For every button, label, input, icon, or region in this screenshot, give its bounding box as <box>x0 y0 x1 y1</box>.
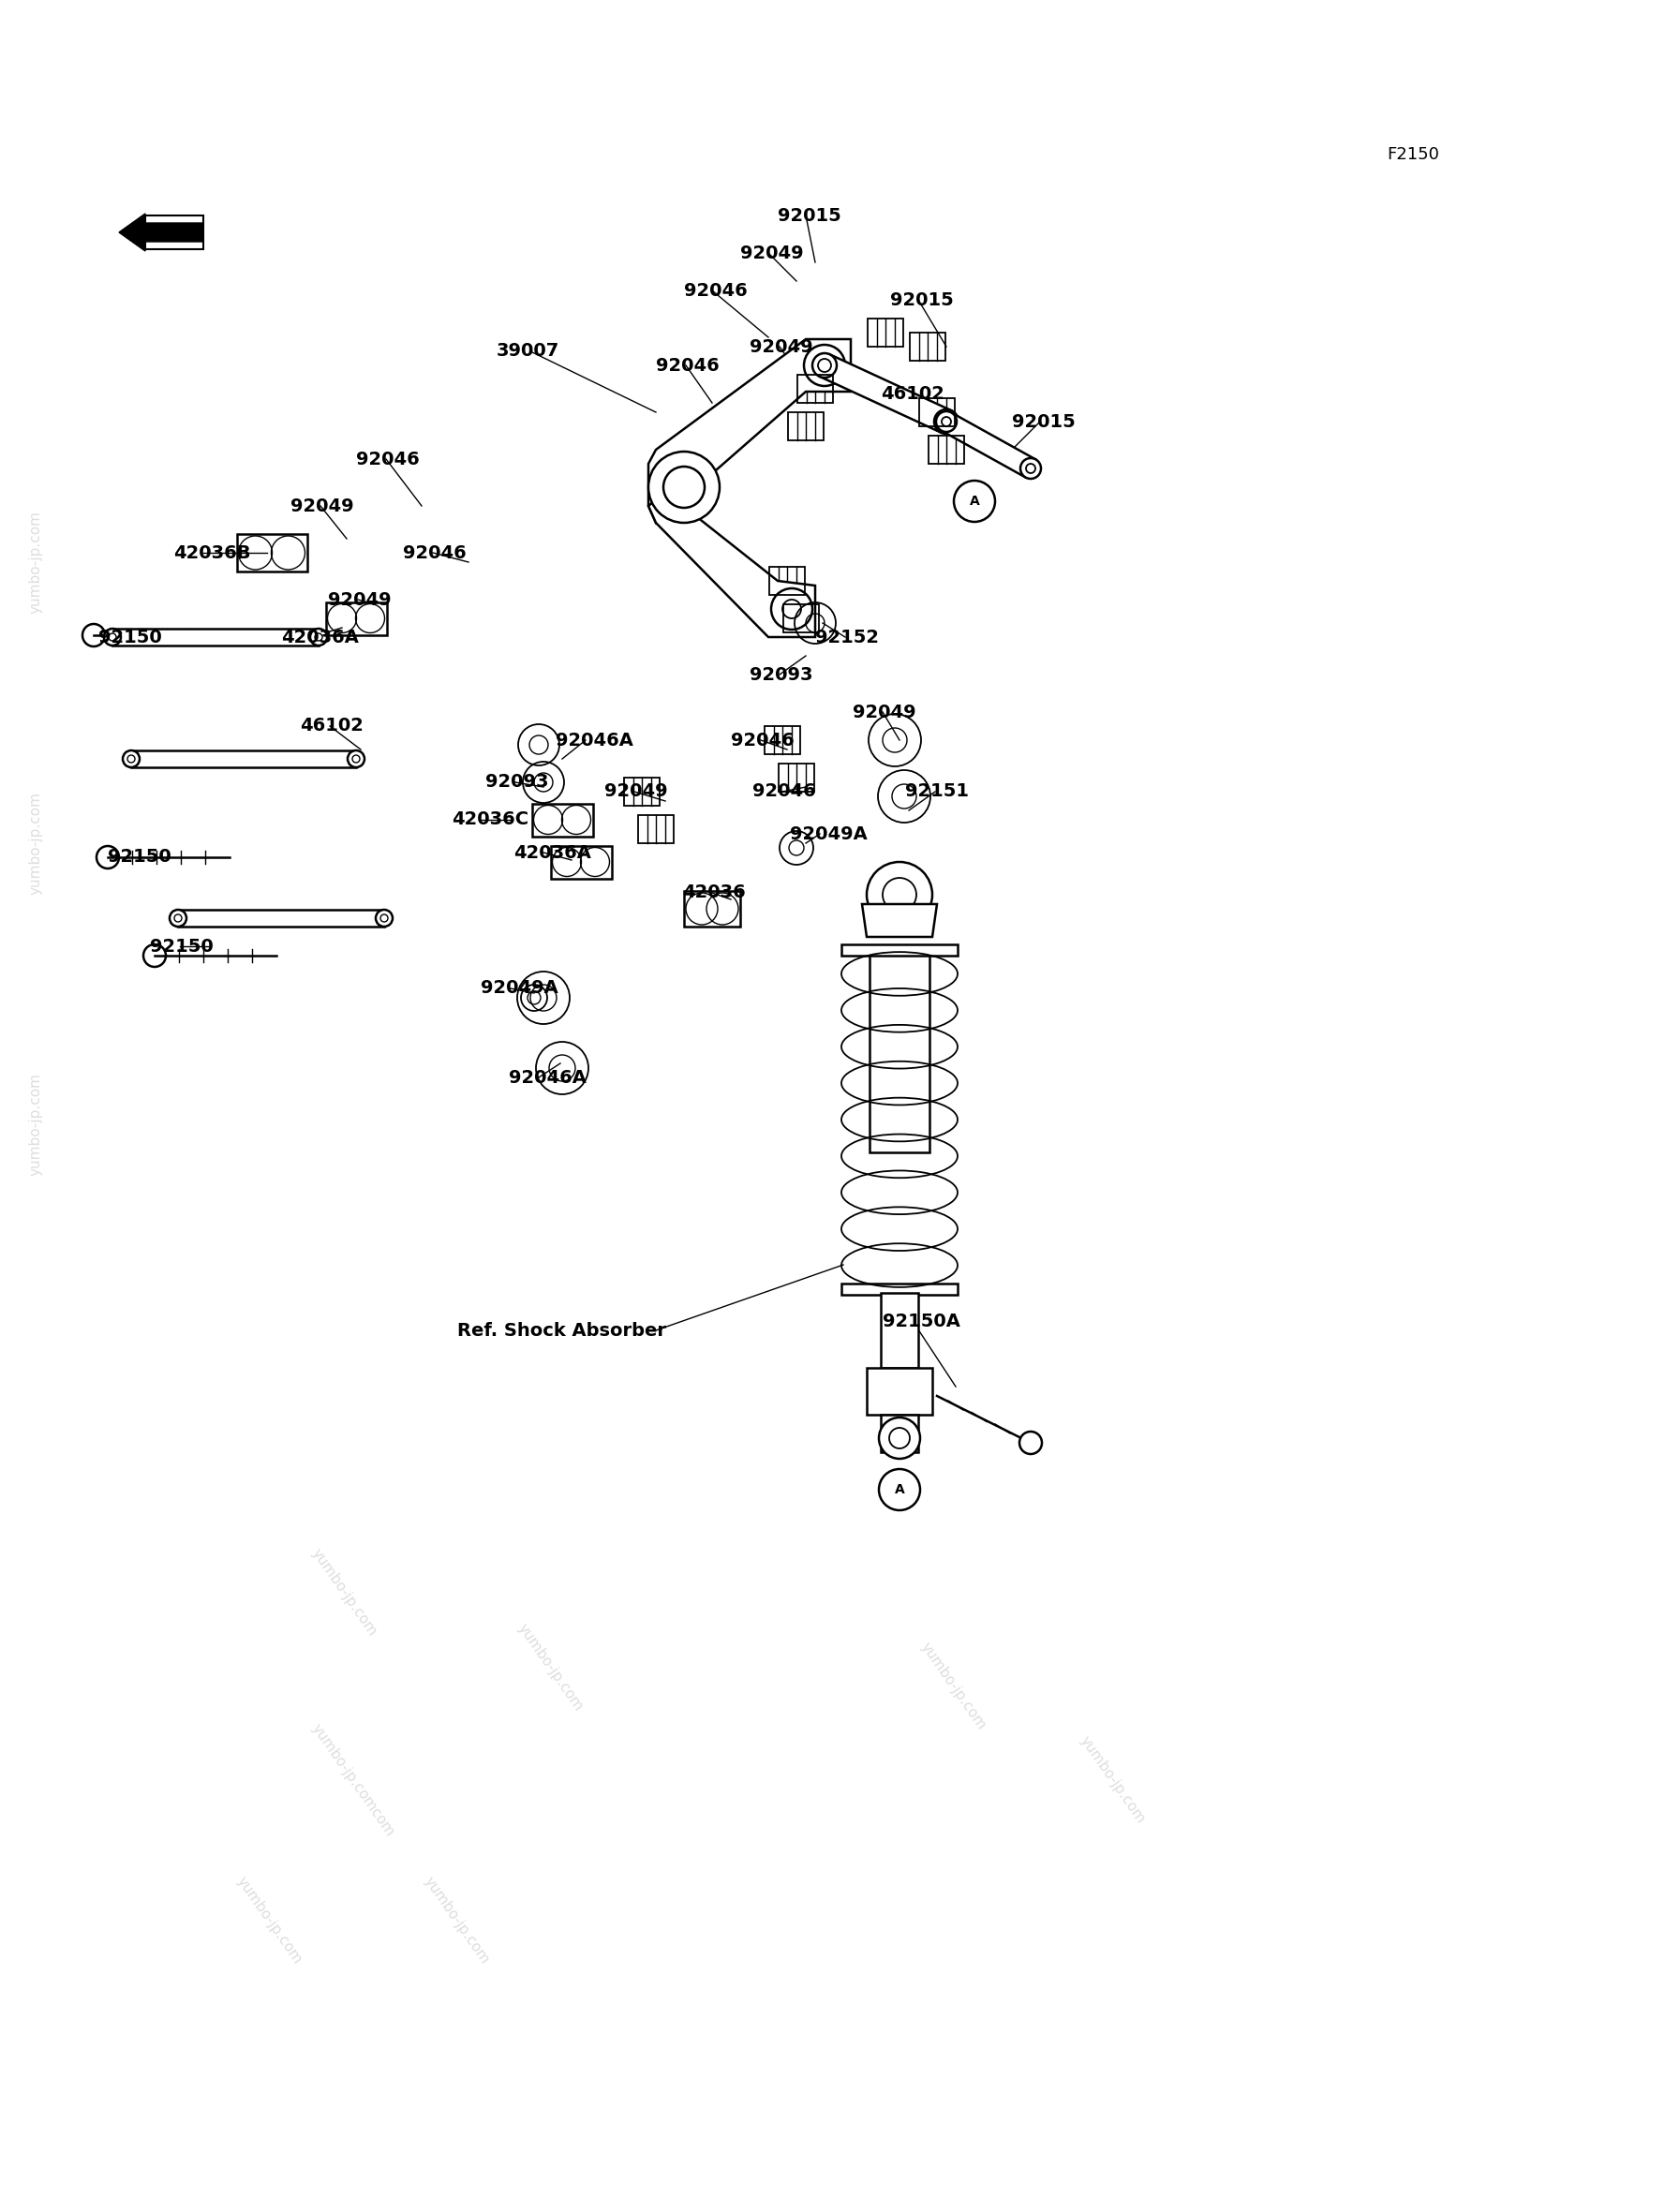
Text: 92046: 92046 <box>684 281 748 299</box>
Text: 92152: 92152 <box>815 628 879 646</box>
Bar <box>880 1292 919 1369</box>
Text: yumbo-jp.com: yumbo-jp.com <box>422 1874 492 1966</box>
Text: 92049A: 92049A <box>790 824 867 844</box>
Text: 42036C: 42036C <box>452 811 529 828</box>
Bar <box>911 332 946 360</box>
Circle shape <box>170 910 186 927</box>
Text: 46102: 46102 <box>299 716 363 736</box>
Text: 92049: 92049 <box>853 703 916 721</box>
Text: 92049: 92049 <box>328 591 391 609</box>
Text: 92046: 92046 <box>356 450 420 468</box>
Text: 92150: 92150 <box>150 938 213 956</box>
Bar <box>113 628 319 646</box>
Bar <box>919 398 954 426</box>
Text: yumbo-jp.com: yumbo-jp.com <box>1077 1733 1147 1826</box>
Text: yumbo-jp.comcom: yumbo-jp.comcom <box>309 1720 398 1839</box>
Text: yumbo-jp.com: yumbo-jp.com <box>516 1621 586 1714</box>
Circle shape <box>813 354 837 378</box>
Text: 42036B: 42036B <box>173 545 250 562</box>
Text: 92049: 92049 <box>605 782 667 800</box>
Text: 92046: 92046 <box>655 356 719 373</box>
Bar <box>778 765 815 791</box>
Text: 46102: 46102 <box>880 384 944 402</box>
Circle shape <box>311 628 328 646</box>
Bar <box>880 1415 919 1452</box>
Circle shape <box>934 409 959 433</box>
Text: 42036: 42036 <box>682 883 746 901</box>
Circle shape <box>104 628 121 646</box>
Text: 92150A: 92150A <box>882 1312 961 1329</box>
Bar <box>783 604 818 633</box>
Text: yumbo-jp.com: yumbo-jp.com <box>234 1874 304 1966</box>
Text: 39007: 39007 <box>497 343 559 360</box>
Circle shape <box>648 453 719 523</box>
Text: 92151: 92151 <box>906 782 969 800</box>
Circle shape <box>1020 1432 1042 1454</box>
Text: Ref. Shock Absorber: Ref. Shock Absorber <box>457 1320 667 1340</box>
Text: 42036A: 42036A <box>281 628 360 646</box>
Text: yumbo-jp.com: yumbo-jp.com <box>29 510 42 613</box>
Text: 92015: 92015 <box>778 207 842 224</box>
Bar <box>867 319 904 347</box>
Bar <box>798 376 833 402</box>
Text: 42036A: 42036A <box>514 844 591 861</box>
Bar <box>764 725 800 754</box>
Circle shape <box>1020 459 1042 479</box>
Circle shape <box>376 910 393 927</box>
Polygon shape <box>941 413 1035 477</box>
Text: 92093: 92093 <box>486 773 549 791</box>
Polygon shape <box>648 492 815 637</box>
Text: 92049: 92049 <box>291 497 354 514</box>
Text: A: A <box>894 1483 904 1496</box>
Text: 92150: 92150 <box>108 848 171 866</box>
Text: F2150: F2150 <box>1386 147 1440 163</box>
Bar <box>178 910 385 927</box>
Text: 92093: 92093 <box>749 666 813 683</box>
Polygon shape <box>820 354 951 433</box>
Bar <box>842 945 958 956</box>
Text: yumbo-jp.com: yumbo-jp.com <box>919 1641 990 1733</box>
Text: 92150: 92150 <box>99 628 161 646</box>
Text: 92049A: 92049A <box>480 980 558 997</box>
Circle shape <box>655 459 712 516</box>
Circle shape <box>936 411 956 433</box>
Bar <box>769 567 805 595</box>
Text: 92046: 92046 <box>753 782 816 800</box>
Text: yumbo-jp.com: yumbo-jp.com <box>309 1547 380 1639</box>
Circle shape <box>879 1417 921 1459</box>
Text: yumbo-jp.com: yumbo-jp.com <box>29 1072 42 1175</box>
Text: 92015: 92015 <box>1011 413 1075 431</box>
Circle shape <box>348 751 365 767</box>
Text: 92015: 92015 <box>890 290 954 310</box>
Text: 92046: 92046 <box>403 545 467 562</box>
Text: yumbo-jp.com: yumbo-jp.com <box>29 791 42 894</box>
Text: 92046A: 92046A <box>509 1068 586 1085</box>
Bar <box>131 751 356 767</box>
Bar <box>870 947 929 1153</box>
Bar <box>867 1369 932 1415</box>
Circle shape <box>867 861 932 927</box>
Text: FRONT: FRONT <box>151 226 197 239</box>
Bar <box>638 815 674 844</box>
Circle shape <box>805 345 845 387</box>
Text: 92046A: 92046A <box>556 732 633 749</box>
Circle shape <box>123 751 139 767</box>
Bar <box>623 778 660 806</box>
Bar <box>788 413 823 439</box>
Polygon shape <box>119 213 203 250</box>
Text: 92046: 92046 <box>731 732 795 749</box>
Polygon shape <box>648 338 850 523</box>
Circle shape <box>771 589 813 631</box>
Polygon shape <box>862 905 937 936</box>
Bar <box>144 215 203 248</box>
Text: A: A <box>969 494 979 508</box>
Bar <box>929 435 964 464</box>
Bar <box>842 1283 958 1294</box>
Text: 92049: 92049 <box>741 244 803 261</box>
Text: 92049: 92049 <box>749 338 813 356</box>
